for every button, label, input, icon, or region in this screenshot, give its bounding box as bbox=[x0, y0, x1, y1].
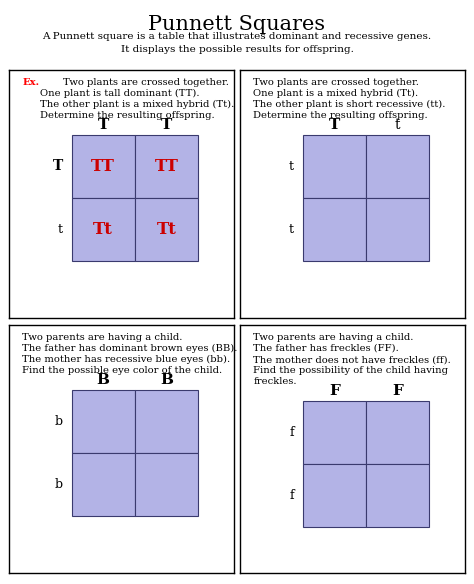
Bar bbox=[366, 134, 429, 198]
Text: Determine the resulting offspring.: Determine the resulting offspring. bbox=[40, 111, 215, 120]
Bar bbox=[72, 390, 135, 453]
Text: t: t bbox=[395, 118, 401, 132]
Text: Find the possible eye color of the child.: Find the possible eye color of the child… bbox=[22, 366, 222, 375]
Text: Find the possibility of the child having: Find the possibility of the child having bbox=[254, 366, 448, 375]
Text: b: b bbox=[55, 478, 63, 491]
Text: Two parents are having a child.: Two parents are having a child. bbox=[22, 333, 182, 342]
Text: T: T bbox=[161, 118, 172, 132]
Text: f: f bbox=[289, 489, 294, 502]
Bar bbox=[72, 453, 135, 516]
Bar bbox=[366, 401, 429, 464]
Text: t: t bbox=[58, 223, 63, 236]
Text: Two parents are having a child.: Two parents are having a child. bbox=[254, 333, 414, 342]
Text: f: f bbox=[289, 426, 294, 439]
Bar bbox=[135, 198, 198, 261]
Text: TT: TT bbox=[155, 158, 178, 175]
Text: A Punnett square is a table that illustrates dominant and recessive genes.
It di: A Punnett square is a table that illustr… bbox=[43, 32, 431, 54]
Bar bbox=[366, 464, 429, 527]
Bar bbox=[303, 134, 366, 198]
Bar bbox=[303, 198, 366, 261]
Text: Punnett Squares: Punnett Squares bbox=[148, 15, 326, 34]
Text: Ex.: Ex. bbox=[22, 78, 39, 86]
Bar bbox=[72, 134, 135, 198]
Text: The mother has recessive blue eyes (bb).: The mother has recessive blue eyes (bb). bbox=[22, 355, 230, 364]
Text: The other plant is a mixed hybrid (Tt).: The other plant is a mixed hybrid (Tt). bbox=[40, 100, 234, 109]
Bar bbox=[135, 453, 198, 516]
Text: Two plants are crossed together.: Two plants are crossed together. bbox=[63, 78, 228, 86]
Text: F: F bbox=[329, 384, 340, 398]
Text: The mother does not have freckles (ff).: The mother does not have freckles (ff). bbox=[254, 355, 451, 364]
Bar bbox=[135, 390, 198, 453]
Text: Determine the resulting offspring.: Determine the resulting offspring. bbox=[254, 111, 428, 120]
Bar bbox=[72, 198, 135, 261]
Text: B: B bbox=[160, 373, 173, 387]
Text: F: F bbox=[392, 384, 403, 398]
Text: Tt: Tt bbox=[156, 221, 176, 238]
Text: T: T bbox=[53, 159, 63, 173]
Text: t: t bbox=[289, 159, 294, 173]
Text: T: T bbox=[329, 118, 340, 132]
Text: The other plant is short recessive (tt).: The other plant is short recessive (tt). bbox=[254, 100, 446, 109]
Text: t: t bbox=[289, 223, 294, 236]
Bar bbox=[135, 134, 198, 198]
Bar bbox=[303, 401, 366, 464]
Text: Tt: Tt bbox=[93, 221, 113, 238]
Text: One plant is a mixed hybrid (Tt).: One plant is a mixed hybrid (Tt). bbox=[254, 89, 419, 98]
Text: b: b bbox=[55, 415, 63, 428]
Text: Two plants are crossed together.: Two plants are crossed together. bbox=[254, 78, 419, 86]
Text: The father has freckles (FF).: The father has freckles (FF). bbox=[254, 344, 399, 353]
Text: T: T bbox=[98, 118, 109, 132]
Text: B: B bbox=[97, 373, 110, 387]
Text: TT: TT bbox=[91, 158, 115, 175]
Text: One plant is tall dominant (TT).: One plant is tall dominant (TT). bbox=[40, 89, 200, 98]
Bar bbox=[366, 198, 429, 261]
Text: freckles.: freckles. bbox=[254, 377, 297, 387]
Text: The father has dominant brown eyes (BB).: The father has dominant brown eyes (BB). bbox=[22, 344, 237, 353]
Bar bbox=[303, 464, 366, 527]
